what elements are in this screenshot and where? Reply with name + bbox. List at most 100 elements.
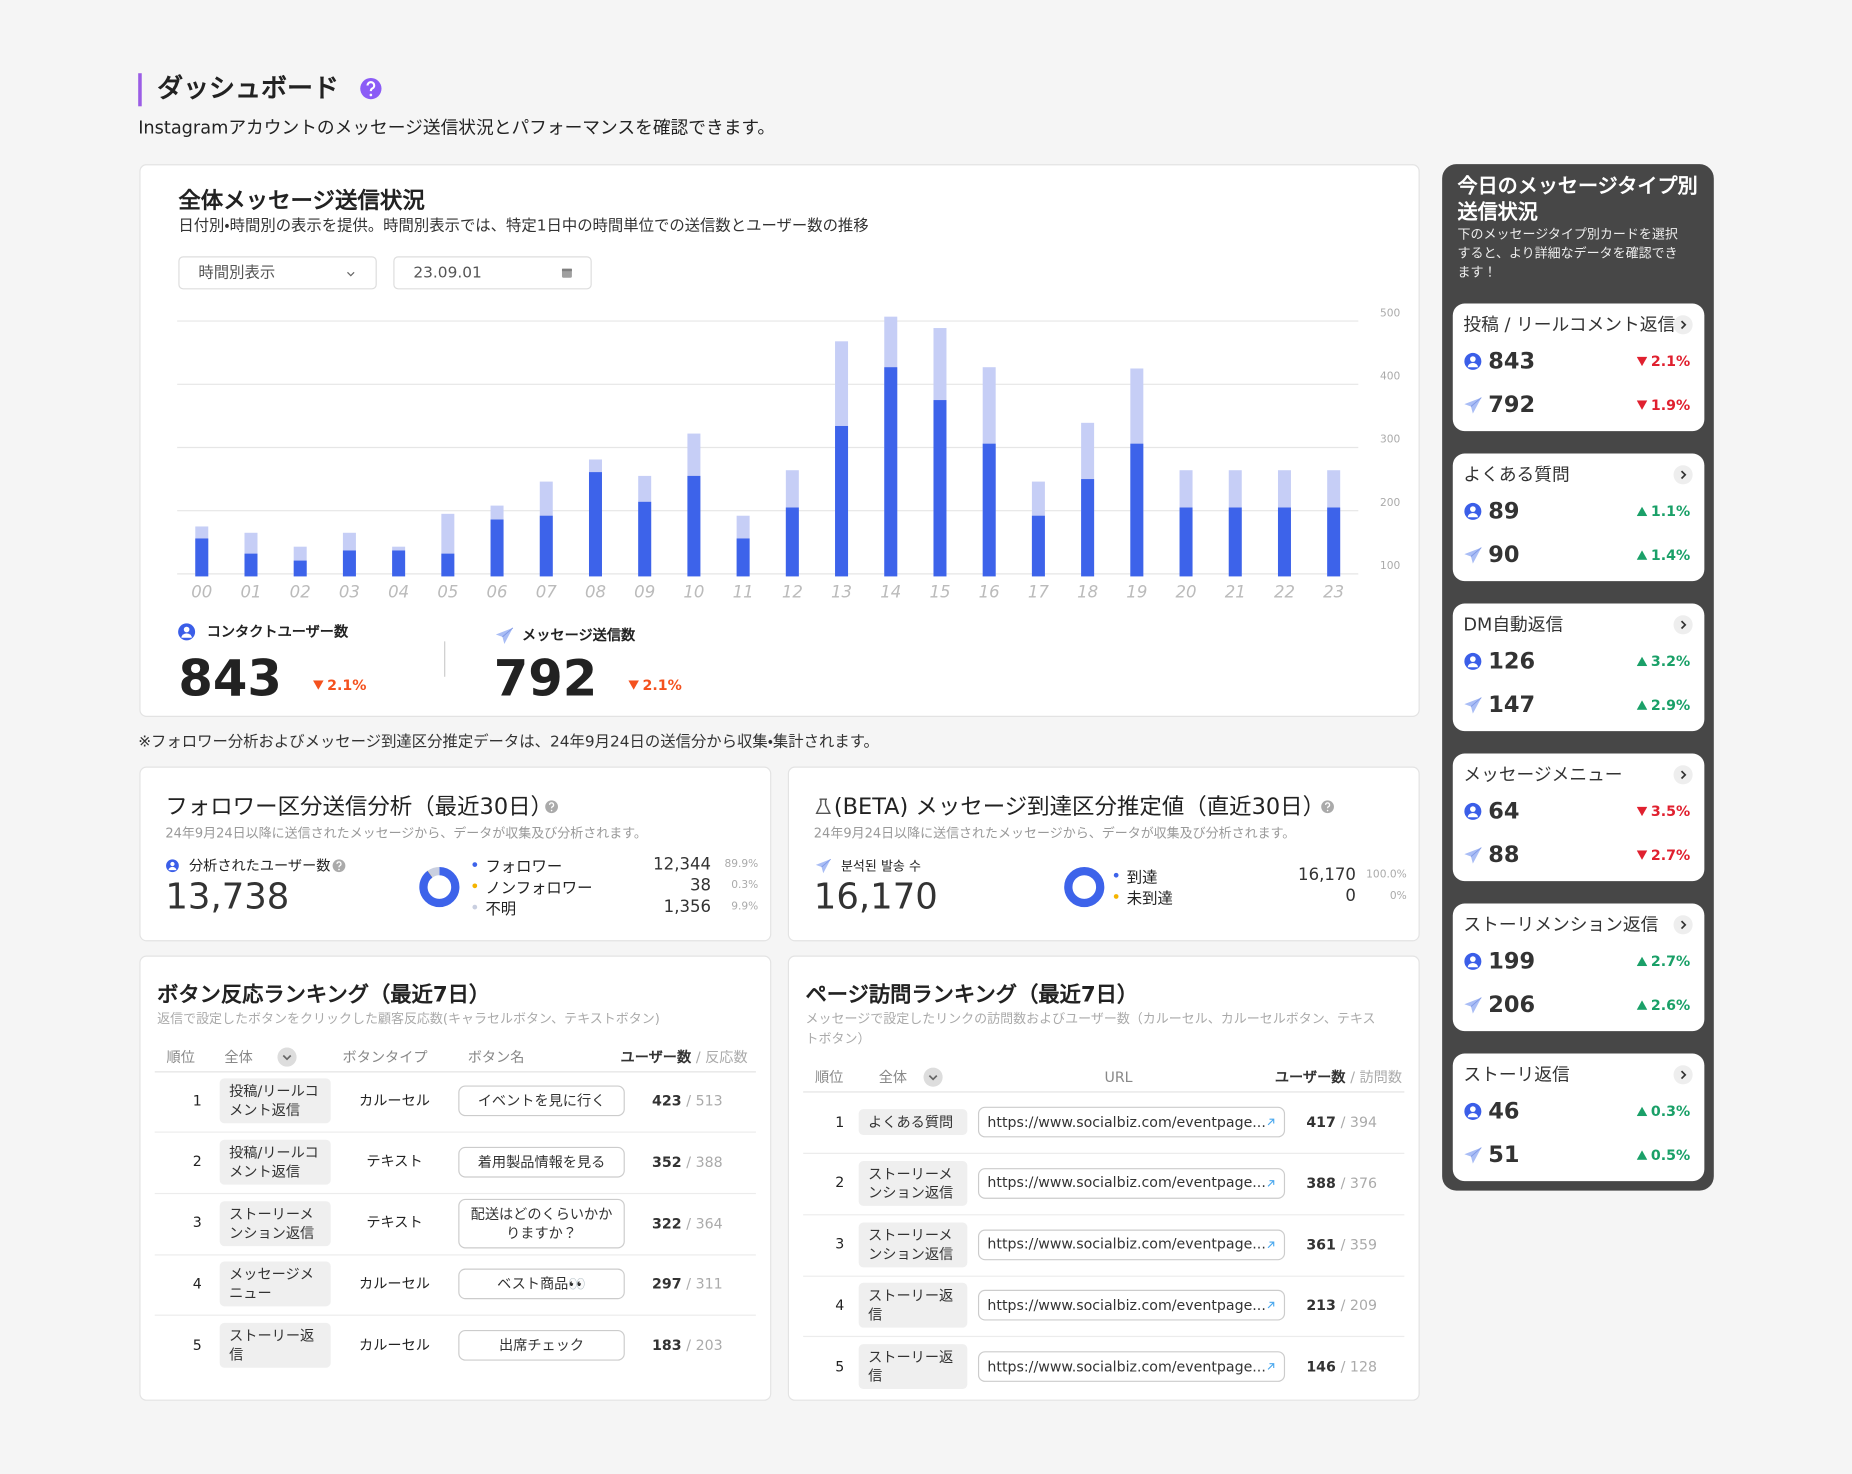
change-value: 1.1%: [1650, 503, 1691, 520]
column-header: ボタン名: [467, 1048, 525, 1065]
icon-shape: [815, 798, 832, 815]
change-indicator: 1.1%: [1636, 501, 1691, 521]
help-icon[interactable]: [332, 859, 346, 873]
stat-total: 16,170: [813, 876, 938, 918]
link-icon[interactable]: [1264, 1359, 1278, 1373]
link-icon[interactable]: [1264, 1298, 1278, 1312]
icon-shape: [1470, 806, 1476, 812]
message-type-card[interactable]: [1452, 453, 1705, 582]
overview-description: 日付別・時間別の表示を提供。時間別表示では、特定1日中の時間単位での送信数とユー…: [178, 217, 869, 236]
x-tick-label: 03: [339, 583, 360, 602]
change-indicator: 2.6%: [1636, 995, 1690, 1015]
card-arrow[interactable]: [1672, 464, 1693, 485]
filter-dropdown[interactable]: [276, 1046, 297, 1067]
icon-shape: [1470, 397, 1482, 407]
card-users: 126: [1488, 647, 1536, 674]
date-picker[interactable]: 23.09.01: [393, 256, 592, 290]
icon-shape: [1680, 620, 1687, 630]
url[interactable]: https://www.socialbiz.com/eventpage...: [987, 1357, 1266, 1375]
arrow-shape: [1636, 356, 1648, 367]
legend-percent: 100.0%: [1366, 868, 1407, 881]
filter-dropdown[interactable]: [922, 1067, 943, 1088]
rank: 3: [835, 1235, 845, 1252]
message-type-card[interactable]: [1452, 1053, 1705, 1182]
url[interactable]: https://www.socialbiz.com/eventpage...: [987, 1113, 1266, 1130]
count-cell: 352/ 388: [652, 1151, 723, 1172]
message-type-card[interactable]: [1452, 903, 1705, 1032]
send-icon: [1464, 397, 1482, 414]
count-cell: 297/ 311: [652, 1274, 723, 1295]
url-box[interactable]: [977, 1290, 1286, 1321]
url-box[interactable]: [977, 1106, 1286, 1138]
card-arrow[interactable]: [1672, 314, 1693, 335]
icon-shape: [1680, 1070, 1687, 1080]
card-title: 投稿 / リールコメント返信: [1463, 313, 1676, 335]
card-title: ボタン反応ランキング（最近7日）: [157, 982, 491, 1007]
reach-card: [787, 766, 1420, 942]
url-box[interactable]: [977, 1351, 1286, 1382]
message-type-card[interactable]: [1452, 303, 1705, 432]
x-tick-label: 00: [191, 583, 212, 602]
arrow-shape: [1636, 956, 1648, 967]
page-subtitle: Instagramアカウントのメッセージ送信状況とパフォーマンスを確認できます。: [138, 116, 776, 138]
legend-percent: 0.3%: [731, 879, 759, 892]
y-tick-label: 400: [1380, 370, 1401, 383]
card-arrow[interactable]: [1672, 914, 1693, 935]
card-arrow[interactable]: [1672, 614, 1693, 635]
link-icon[interactable]: [1264, 1237, 1278, 1251]
arrow-shape: [1636, 1150, 1648, 1160]
button-type: テキスト: [366, 1214, 423, 1231]
link-icon[interactable]: [1264, 1115, 1278, 1129]
row-separator: [154, 1314, 756, 1317]
change-arrow: [312, 680, 324, 690]
card-arrow[interactable]: [1672, 1064, 1693, 1085]
url[interactable]: https://www.socialbiz.com/eventpage...: [987, 1174, 1266, 1191]
legend-label: フォロワー: [485, 858, 563, 876]
help-icon[interactable]: [359, 77, 383, 101]
legend-label: 不明: [485, 900, 517, 919]
y-tick-label: 300: [1380, 433, 1401, 446]
icon-shape: [1673, 915, 1693, 935]
card-users: 89: [1488, 497, 1520, 524]
help-icon[interactable]: [1320, 800, 1334, 814]
bar: [933, 400, 947, 577]
rank: 1: [192, 1091, 202, 1109]
url-box[interactable]: [977, 1228, 1286, 1260]
card-title: よくある質問: [1463, 463, 1570, 485]
view-select[interactable]: 時間別表示: [178, 256, 377, 290]
icon-shape: [1673, 465, 1693, 485]
bar: [1031, 515, 1045, 577]
legend-percent: 9.9%: [731, 900, 759, 913]
legend-dot: [1113, 872, 1119, 878]
count-primary: ユーザー数: [1274, 1068, 1346, 1086]
icon-shape: [1467, 362, 1479, 368]
url-box[interactable]: [977, 1167, 1286, 1199]
message-type-card[interactable]: [1452, 753, 1705, 882]
link-icon[interactable]: [1264, 1176, 1278, 1190]
legend-percent: 0%: [1389, 889, 1407, 902]
x-tick-label: 22: [1274, 583, 1295, 602]
url[interactable]: https://www.socialbiz.com/eventpage...: [987, 1235, 1266, 1252]
count-cell: 388/ 376: [1306, 1173, 1377, 1194]
donut-chart: [419, 866, 460, 908]
message-type-card[interactable]: [1452, 603, 1705, 732]
icon-shape: [928, 1074, 938, 1081]
select-chevron[interactable]: [343, 266, 360, 283]
card-messages: 206: [1488, 991, 1536, 1018]
rank: 3: [192, 1214, 202, 1231]
donut-chart: [1064, 866, 1105, 908]
count-cell: 183/ 203: [652, 1335, 723, 1356]
icon-shape: [923, 1067, 943, 1087]
url[interactable]: https://www.socialbiz.com/eventpage...: [987, 1296, 1266, 1314]
help-icon[interactable]: [544, 800, 558, 814]
count-primary: ユーザー数: [620, 1048, 692, 1066]
icon-shape: [277, 1047, 297, 1067]
change-value: 1.4%: [1650, 546, 1691, 564]
rank: 5: [835, 1357, 845, 1375]
calendar-icon[interactable]: [559, 265, 576, 282]
icon-shape: [369, 93, 373, 97]
card-arrow[interactable]: [1672, 764, 1693, 785]
table-header-line: [154, 1071, 756, 1073]
user-icon: [1464, 352, 1482, 370]
user-icon: [166, 859, 179, 873]
